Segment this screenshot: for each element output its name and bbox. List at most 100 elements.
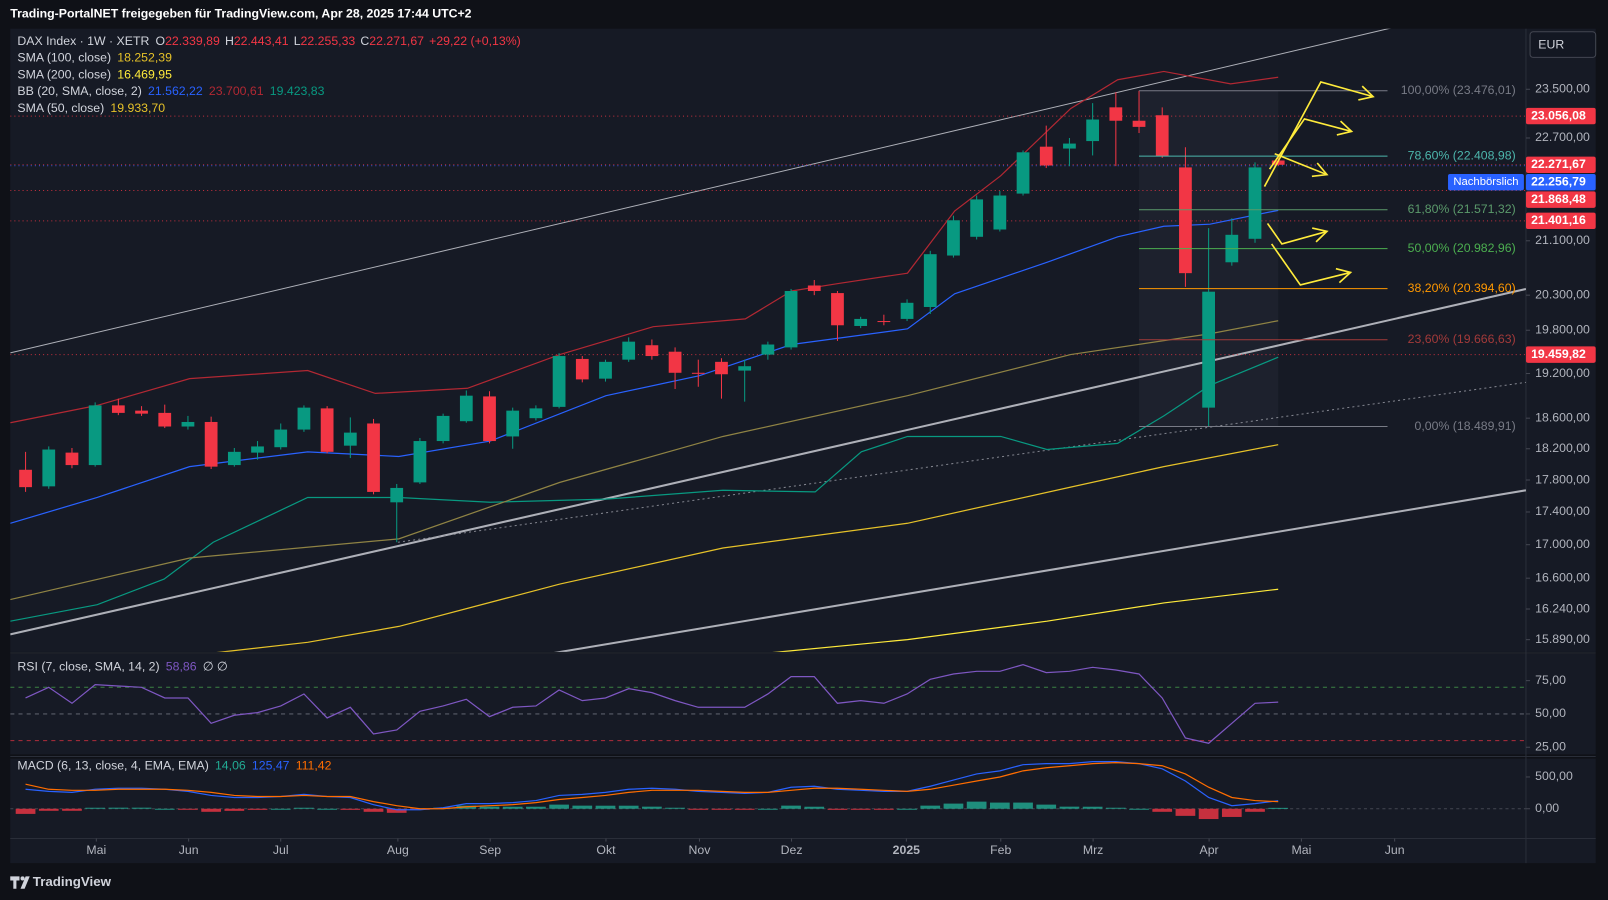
symbol: DAX Index · 1W · XETR [17,34,149,48]
y-tick-label: 17.400,00 [1535,504,1590,518]
candle-body [529,408,543,419]
candle-body [877,321,891,323]
trend-line [554,489,1526,652]
histogram-bar [85,807,106,809]
histogram-bar [827,808,848,810]
price-tag [1525,107,1596,125]
candle-body [761,344,775,355]
fib-label: 23,60% (19.666,63) [1408,332,1516,346]
x-tick-label: Okt [596,843,616,857]
histogram-bar [526,806,546,809]
currency-button[interactable] [1529,31,1597,58]
indicator-value: 19.933,70 [110,101,165,115]
y-tick-label: 16.240,00 [1535,601,1590,615]
price-tag-label: 19.459,82 [1531,347,1586,361]
histogram-bar [618,805,639,809]
indicator-value: 21.562,22 [148,85,203,99]
histogram-bar [502,806,523,809]
x-tick-label: Jun [1385,843,1405,857]
histogram-bar [642,806,662,809]
arrow [1266,222,1329,245]
arrow [1274,152,1329,178]
y-tick-label: 16.600,00 [1535,570,1590,584]
histogram-bar [711,808,732,810]
price-tag [1525,191,1596,208]
histogram-bar [804,806,825,809]
candle-body [19,469,32,488]
candle-body [88,405,102,466]
fib-label: 100,00% (23.476,01) [1401,83,1516,97]
candle-body [831,293,844,326]
candle-body [738,366,752,371]
indicator-value: 18.252,39 [117,51,172,65]
indicator-legend-row: BB (20, SMA, close, 2) 21.562,22 23.700,61… [17,85,324,99]
candle-body [599,361,612,379]
x-tick-label: Mai [1291,843,1311,857]
price-tag-badge [1448,174,1524,191]
histogram-bar [247,808,268,810]
fib-label: 78,60% (22.408,98) [1408,148,1516,162]
candle-body [297,407,311,430]
candle-body [1063,143,1076,149]
candle-body [135,410,148,414]
indicator-line [10,356,1279,622]
rsi-title: RSI (7, close, SMA, 14, 2) [17,660,159,674]
indicator-line [10,320,1279,601]
fib-label: 0,00% (18.489,91) [1414,419,1515,433]
histogram-bar [1175,808,1196,816]
candle-body [784,291,798,348]
histogram-bar [1059,806,1080,809]
histogram-bar [850,808,871,810]
x-tick-label: Apr [1200,843,1219,857]
histogram-bar [665,807,685,809]
candle-body [320,408,334,452]
indicator-value: 19.423,83 [270,85,325,99]
price-tag [1525,156,1596,173]
candle-body [923,254,937,307]
histogram-bar [317,808,337,810]
histogram-bar [734,808,755,810]
candle-body [181,421,195,427]
candle-body [227,451,241,466]
currency[interactable]: EUR [1538,37,1564,51]
y-tick-label: 20.300,00 [1535,287,1590,301]
candle-body [274,429,288,448]
histogram-bar [874,808,894,810]
histogram-bar [897,808,917,810]
annotations [1263,81,1375,286]
rsi-line [25,664,1279,744]
trend-line [10,28,1391,354]
x-tick-label: Dez [781,843,803,857]
y-tick-label: 17.800,00 [1535,472,1590,486]
rsi-pane [10,653,1596,755]
logo-icon [10,876,30,889]
indicator-legend-row: SMA (100, close) 18.252,39 [17,51,172,65]
histogram-bar [386,808,407,813]
signal-value: 111,42 [296,759,332,773]
x-tick-label: Mai [86,843,106,857]
price-tag [1525,346,1596,363]
y-tick-label: 18.600,00 [1535,410,1590,424]
histogram-bar [989,802,1010,809]
candle-body [483,396,496,442]
indicator-value: 23.700,61 [209,85,264,99]
histogram-bar [131,807,152,809]
candle-body [1132,120,1146,127]
macd-value: 125,47 [252,759,290,773]
rsi-legend: RSI (7, close, SMA, 14, 2) 58,86 ∅ ∅ [17,660,227,674]
macd-line [25,761,1279,811]
candle-body [1109,107,1123,121]
histogram-bar [178,808,198,810]
candle-body [459,395,473,422]
candle-body [413,441,427,483]
candle-body [343,432,357,446]
high-label: H [225,34,234,48]
candle-body [1086,119,1100,142]
close: 22.271,67 [369,34,424,48]
macd-title: MACD (6, 13, close, 4, EMA, EMA) [17,759,208,773]
high: 22.443,41 [234,34,289,48]
price-tag-label: 22.271,67 [1531,157,1586,171]
candle-body [947,220,960,256]
